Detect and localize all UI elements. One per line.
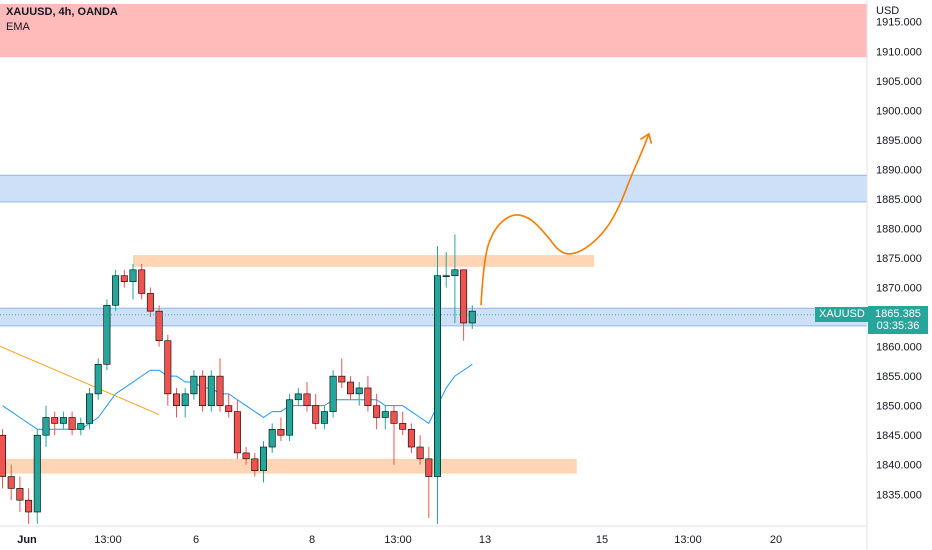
- candle-body-49: [425, 458, 433, 477]
- price-tick-3: 1900.000: [876, 105, 922, 117]
- candle-body-21: [181, 393, 189, 406]
- candle-body-10: [86, 393, 94, 424]
- price-tick-1: 1910.000: [876, 46, 922, 58]
- candle-body-32: [277, 429, 285, 436]
- projection-curve: [480, 133, 650, 306]
- candle-body-3: [25, 499, 33, 513]
- candle-body-8: [68, 417, 76, 430]
- candle-body-51: [442, 275, 450, 278]
- candle-body-17: [146, 293, 154, 312]
- candle-body-52: [451, 269, 459, 277]
- trendline: [0, 345, 160, 415]
- price-tick-14: 1845.000: [876, 430, 922, 442]
- candle-body-12: [103, 304, 111, 365]
- candle-body-47: [407, 429, 415, 448]
- last-price-symbol-tag: XAUUSD: [815, 306, 869, 322]
- time-tick-0: Jun: [17, 534, 37, 546]
- price-tick-2: 1905.000: [876, 76, 922, 88]
- price-tick-9: 1870.000: [876, 283, 922, 295]
- candle-body-27: [233, 411, 241, 454]
- zone-level-3: [0, 308, 867, 326]
- price-tick-16: 1835.000: [876, 489, 922, 501]
- zone-demand-2: [133, 255, 595, 267]
- price-tick-13: 1850.000: [876, 401, 922, 413]
- legend-symbol[interactable]: XAUUSD, 4h, OANDA: [6, 6, 118, 18]
- zone-supply-0: [0, 4, 867, 58]
- zone-level-1: [0, 175, 867, 202]
- zone-demand-4: [0, 458, 577, 474]
- candle-body-43: [373, 405, 381, 418]
- price-tick-0: 1915.000: [876, 17, 922, 29]
- candle-body-19: [164, 340, 172, 395]
- candle-body-4: [33, 434, 41, 513]
- candle-body-6: [51, 417, 59, 424]
- last-price-value: 1865.385: [875, 307, 921, 320]
- candle-body-26: [225, 405, 233, 412]
- candle-body-50: [433, 275, 441, 477]
- time-tick-1: 13:00: [94, 534, 122, 546]
- candle-body-29: [251, 458, 259, 471]
- price-tick-5: 1890.000: [876, 164, 922, 176]
- candle-body-28: [242, 452, 250, 460]
- candle-body-16: [138, 269, 146, 294]
- time-tick-4: 13:00: [384, 534, 412, 546]
- candle-body-46: [399, 423, 407, 430]
- candle-body-44: [381, 411, 389, 418]
- candle-body-2: [16, 488, 24, 501]
- time-tick-6: 15: [596, 534, 608, 546]
- candle-body-30: [259, 446, 267, 471]
- price-tick-12: 1855.000: [876, 371, 922, 383]
- candle-body-41: [355, 387, 363, 395]
- chart-legend: XAUUSD, 4h, OANDA EMA: [6, 5, 118, 35]
- candle-body-36: [312, 405, 320, 424]
- candle-body-31: [268, 429, 276, 448]
- last-price-label: 1865.385 03:35:36: [868, 305, 928, 334]
- legend-indicator-ema[interactable]: EMA: [6, 21, 30, 33]
- candle-body-7: [59, 417, 67, 424]
- candle-body-20: [173, 393, 181, 406]
- price-tick-11: 1860.000: [876, 342, 922, 354]
- candle-body-42: [364, 387, 372, 406]
- candle-body-23: [199, 375, 207, 406]
- candle-body-38: [329, 375, 337, 412]
- candle-body-35: [303, 393, 311, 406]
- time-tick-8: 20: [770, 534, 782, 546]
- time-tick-7: 13:00: [674, 534, 702, 546]
- candle-body-53: [460, 269, 468, 324]
- time-tick-3: 8: [309, 534, 315, 546]
- candle-body-13: [112, 275, 120, 306]
- candle-body-34: [294, 393, 302, 401]
- price-tick-7: 1880.000: [876, 223, 922, 235]
- candle-body-11: [94, 364, 102, 395]
- projection-arrowhead: [640, 132, 653, 144]
- price-tick-4: 1895.000: [876, 135, 922, 147]
- price-tick-8: 1875.000: [876, 253, 922, 265]
- time-tick-2: 6: [193, 534, 199, 546]
- candle-body-37: [320, 411, 328, 424]
- candle-body-33: [286, 399, 294, 436]
- candle-body-9: [77, 423, 85, 430]
- candle-body-25: [216, 375, 224, 406]
- candle-body-40: [346, 381, 354, 395]
- candle-body-15: [129, 269, 137, 282]
- price-tick-6: 1885.000: [876, 194, 922, 206]
- price-tick-15: 1840.000: [876, 460, 922, 472]
- candle-body-39: [338, 375, 346, 383]
- bar-countdown: 03:35:36: [876, 319, 920, 332]
- candle-body-1: [7, 476, 15, 489]
- candle-body-22: [190, 375, 198, 395]
- candle-body-45: [390, 411, 398, 424]
- candle-body-18: [155, 310, 163, 341]
- candle-body-0: [0, 434, 7, 477]
- candle-body-14: [120, 275, 128, 282]
- time-tick-5: 13: [479, 534, 491, 546]
- candle-body-48: [416, 446, 424, 460]
- candle-body-24: [207, 375, 215, 406]
- candle-body-5: [42, 417, 50, 436]
- candle-body-54: [468, 310, 476, 324]
- price-axis-unit: USD: [876, 5, 900, 17]
